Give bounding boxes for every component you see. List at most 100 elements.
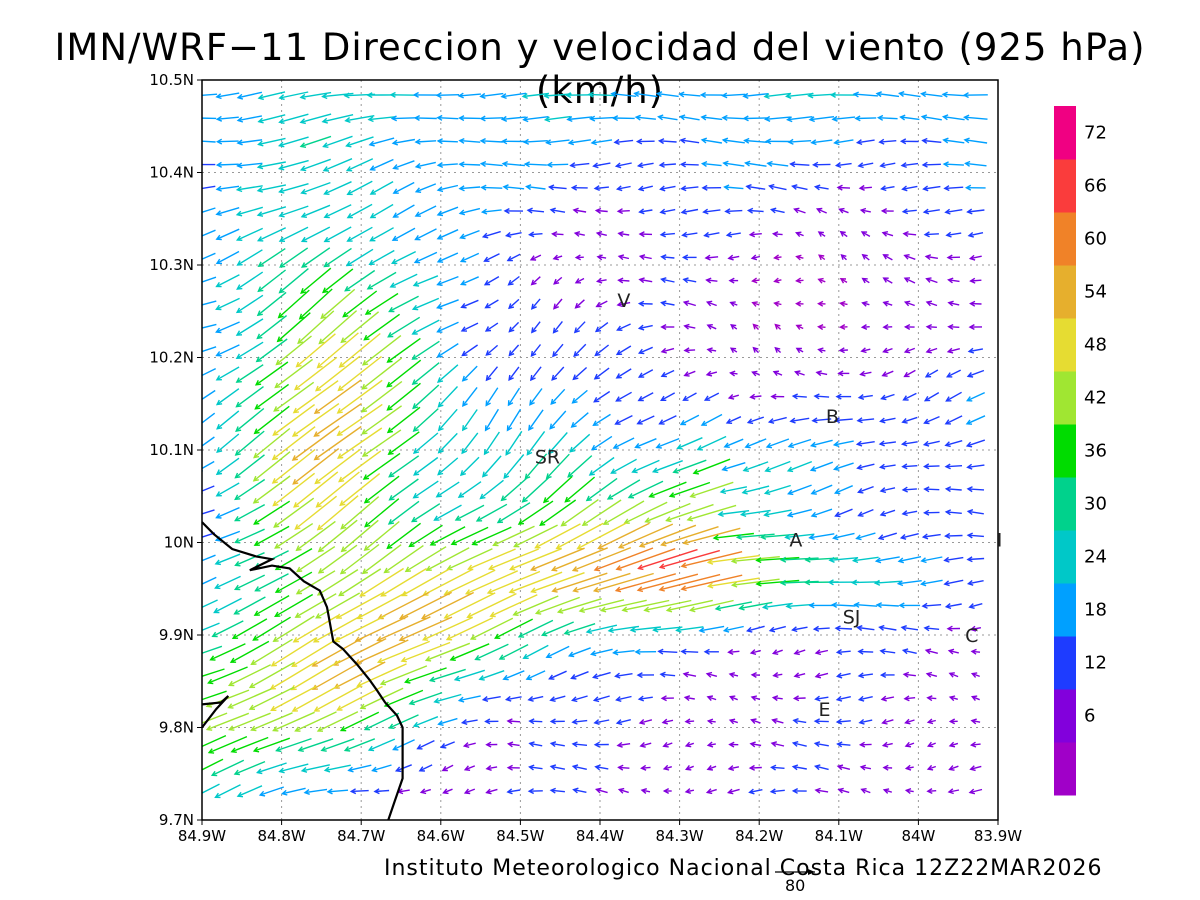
wind-arrow-head [836, 184, 843, 191]
wind-arrow-head [854, 115, 861, 122]
wind-arrow [485, 366, 499, 381]
wind-arrow-head [572, 787, 579, 794]
wind-arrow [837, 743, 851, 746]
wind-arrow-head [445, 635, 453, 641]
wind-arrow [292, 403, 340, 437]
wind-arrow [926, 649, 938, 654]
wind-arrow-head [899, 138, 907, 145]
wind-arrow-head [875, 91, 882, 98]
wind-arrow-head [946, 625, 953, 632]
wind-arrow-head [730, 581, 738, 588]
wind-arrow [258, 248, 286, 267]
wind-arrow [556, 522, 604, 550]
wind-arrow [628, 480, 664, 499]
wind-arrow-head [773, 277, 780, 284]
wind-arrow [389, 714, 419, 729]
wind-arrow-head [190, 654, 195, 659]
wind-arrow [441, 741, 455, 748]
wind-arrow-head [408, 699, 415, 706]
wind-arrow [924, 465, 940, 468]
wind-arrow-head [701, 184, 708, 191]
wind-arrow-head [941, 91, 948, 98]
wind-arrow [437, 206, 459, 216]
wind-arrow-head [791, 184, 798, 190]
wind-arrow-head [926, 764, 934, 771]
wind-arrow [883, 301, 893, 306]
wind-arrow [503, 454, 525, 479]
wind-arrow [230, 640, 270, 663]
wind-arrow-head [672, 467, 679, 474]
wind-arrow [503, 670, 525, 680]
wind-arrow-head [539, 520, 546, 527]
wind-arrow-head [386, 381, 393, 388]
wind-arrow-head [660, 323, 667, 331]
wind-arrow-head [857, 511, 864, 517]
wind-arrow-head [345, 166, 353, 172]
wind-arrow-head [882, 788, 890, 794]
wind-arrow-head [638, 231, 645, 238]
wind-arrow [437, 364, 459, 383]
wind-arrow-head [581, 520, 588, 526]
wind-arrow-head [571, 741, 578, 748]
wind-arrow [661, 278, 675, 283]
wind-arrow [603, 500, 645, 525]
wind-arrow [367, 271, 397, 290]
wind-arrow-head [294, 726, 301, 732]
wind-arrow-head [549, 207, 556, 214]
wind-arrow-head [481, 696, 489, 702]
wind-arrow-head [214, 583, 221, 590]
wind-arrow [769, 416, 787, 423]
wind-arrow-head [368, 140, 375, 147]
wind-arrow-head [479, 115, 486, 122]
wind-arrow [926, 301, 938, 307]
wind-arrow-head [772, 370, 780, 377]
wind-arrow [617, 301, 631, 306]
wind-arrow [640, 742, 652, 747]
wind-arrow-head [498, 654, 505, 660]
wind-arrow-head [506, 256, 513, 262]
wind-arrow [282, 787, 306, 795]
wind-arrow-head [462, 400, 468, 407]
wind-arrow-head [920, 114, 928, 121]
wind-arrow [743, 117, 769, 120]
wind-arrow-head [323, 766, 331, 773]
wind-arrow-head [925, 300, 933, 307]
wind-arrow [970, 765, 982, 770]
wind-arrow-head [679, 161, 687, 168]
wind-arrow [312, 660, 364, 690]
wind-arrow [968, 510, 984, 515]
wind-arrow [577, 522, 627, 550]
wind-arrow-head [361, 451, 369, 457]
wind-arrow-head [313, 454, 320, 461]
wind-arrow [573, 765, 587, 770]
wind-arrow [596, 788, 608, 794]
color-scale-label: 6 [1084, 706, 1095, 727]
wind-arrow [922, 604, 942, 607]
wind-arrow [788, 508, 812, 517]
wind-arrow-head [526, 207, 533, 214]
wind-arrow [552, 233, 564, 236]
wind-arrow [386, 359, 422, 388]
wind-arrow [279, 763, 309, 773]
wind-arrow-head [705, 370, 713, 377]
wind-arrow [476, 503, 508, 522]
wind-arrow [236, 364, 264, 383]
wind-arrow-head [900, 162, 907, 169]
lat-tick-label: 10.2N [149, 349, 194, 367]
wind-arrow [639, 185, 653, 191]
wind-arrow-head [458, 209, 466, 216]
color-scale-label: 48 [1084, 335, 1107, 356]
wind-arrow-head [681, 231, 688, 238]
wind-arrow-head [291, 706, 298, 712]
wind-arrow [396, 764, 412, 772]
wind-arrow-head [483, 256, 490, 262]
wind-arrow-head [880, 695, 887, 702]
wind-arrow-head [705, 300, 713, 307]
wind-arrow-head [791, 393, 798, 400]
wind-arrow-head [209, 655, 216, 661]
wind-arrow-head [966, 486, 973, 493]
wind-arrow-head [494, 633, 501, 639]
wind-arrow [727, 232, 741, 236]
wind-arrow-head [766, 160, 773, 167]
wind-arrow-head [228, 725, 235, 731]
